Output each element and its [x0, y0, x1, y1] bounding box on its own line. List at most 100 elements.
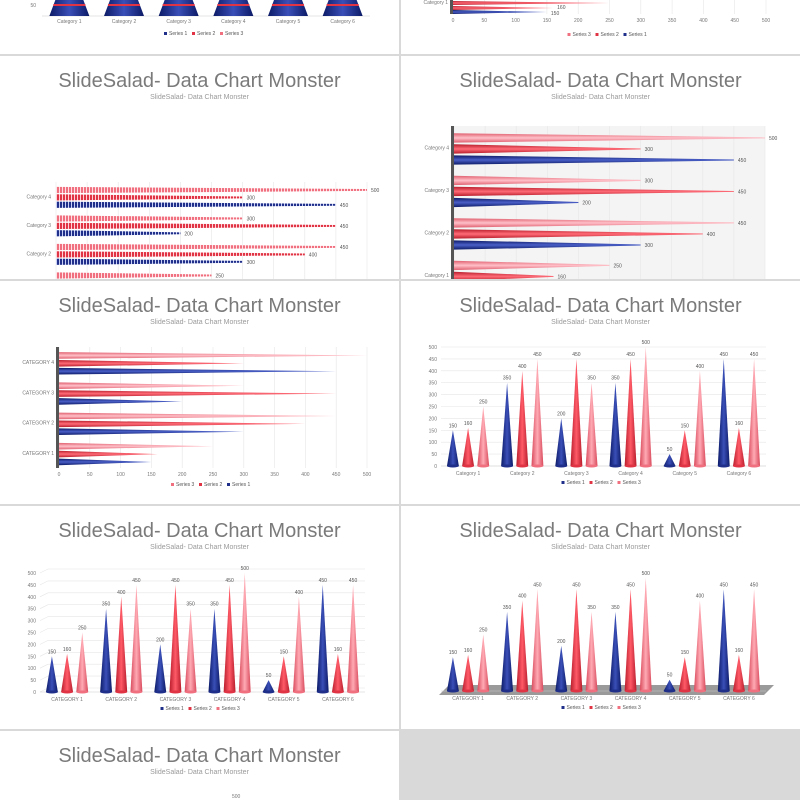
slide-subtitle: SlideSalad- Data Chart Monster: [150, 319, 249, 326]
tick-label: 450: [28, 583, 37, 589]
category-label: Category 4: [221, 19, 246, 25]
bar-base: [570, 464, 583, 468]
tick-label: 500: [232, 794, 241, 800]
data-label: 450: [171, 578, 180, 584]
bar: [56, 230, 181, 237]
gridline: [39, 652, 49, 657]
gridline: [39, 568, 49, 574]
category-label: Category 2: [112, 19, 137, 25]
data-label: 300: [645, 147, 654, 153]
bar-base: [531, 464, 544, 468]
data-label: 400: [117, 590, 126, 596]
data-label: 400: [518, 594, 527, 600]
legend-label: Series 3: [176, 482, 195, 488]
category-label: Category 2: [425, 230, 450, 236]
tick-label: 0: [452, 18, 455, 24]
data-label: 350: [102, 602, 111, 608]
bar-base: [609, 464, 622, 468]
bar-base: [748, 689, 761, 693]
bar-base: [663, 689, 676, 693]
bar: [59, 390, 337, 397]
category-label: CATEGORY 3: [160, 697, 192, 703]
bar: [217, 4, 250, 6]
data-label: 400: [696, 364, 705, 370]
bar: [585, 382, 598, 466]
category-label: CATEGORY 4: [214, 697, 246, 703]
chart-slide-7: 0 50 100 150 200 250 300 350 400 450 500 CATEGORY 1…: [28, 566, 365, 712]
tick-label: 300: [28, 619, 37, 625]
bar: [56, 251, 305, 258]
legend-swatch: [567, 33, 571, 36]
slide-5: SlideSalad- Data Chart Monster SlideSala…: [0, 281, 399, 504]
tick-label: 250: [28, 631, 37, 637]
legend-swatch: [227, 483, 230, 486]
data-label: 400: [295, 590, 304, 596]
bar-base: [693, 464, 706, 468]
bar-base: [331, 690, 344, 694]
legend-label: Series 1: [567, 705, 586, 711]
data-label: 500: [642, 571, 651, 577]
data-label: 450: [572, 582, 581, 588]
bar-base: [154, 690, 167, 694]
bar: [555, 418, 568, 466]
data-label: 150: [449, 423, 458, 429]
bar: [585, 611, 598, 691]
bar: [158, 0, 199, 16]
category-label: CATEGORY 1: [452, 696, 484, 702]
bar: [748, 589, 761, 691]
data-label: 450: [738, 189, 747, 195]
bar-base: [624, 689, 637, 693]
data-label: 450: [626, 352, 635, 358]
bar-base: [347, 690, 360, 694]
data-label: 450: [319, 578, 328, 584]
data-label: 350: [503, 605, 512, 611]
bar: [570, 358, 583, 466]
data-label: 500: [769, 136, 778, 142]
legend-swatch: [160, 707, 164, 710]
bar-base: [585, 464, 598, 468]
bar: [347, 584, 360, 692]
bar: [570, 589, 583, 691]
data-label: 150: [280, 649, 289, 655]
data-label: 450: [533, 352, 542, 358]
tick-label: 50: [30, 3, 36, 9]
bar: [516, 370, 529, 466]
bar: [56, 222, 336, 230]
bar: [56, 258, 243, 265]
slide-subtitle: SlideSalad- Data Chart Monster: [150, 94, 249, 101]
tick-label: 50: [482, 18, 488, 24]
bar-base: [748, 464, 761, 468]
data-label: 350: [210, 602, 219, 608]
bar-base: [100, 690, 113, 694]
tick-label: 500: [429, 345, 438, 351]
data-label: 150: [551, 11, 560, 17]
tick-label: 250: [209, 472, 218, 478]
bar: [59, 412, 337, 420]
tick-label: 150: [543, 18, 552, 24]
data-label: 160: [735, 421, 744, 427]
tick-label: 150: [28, 654, 37, 660]
gridline: [39, 675, 49, 681]
data-label: 160: [735, 648, 744, 654]
legend-label: Series 2: [194, 706, 213, 712]
bar: [292, 596, 305, 692]
legend-swatch: [164, 32, 167, 35]
category-label: Category 6: [727, 471, 752, 477]
data-label: 200: [582, 201, 591, 207]
legend-swatch: [220, 32, 223, 35]
bar: [56, 201, 336, 208]
data-label: 400: [518, 364, 527, 370]
category-label: Category 3: [564, 471, 589, 477]
bar: [56, 243, 336, 251]
bar: [693, 600, 706, 691]
legend-swatch: [199, 483, 202, 486]
bar: [454, 240, 641, 250]
data-label: 400: [707, 232, 716, 238]
slide-title: SlideSalad- Data Chart Monster: [58, 520, 341, 542]
tick-label: 100: [511, 18, 520, 24]
bar: [501, 382, 514, 466]
category-label: CATEGORY 4: [22, 360, 54, 366]
bar-base: [446, 689, 459, 693]
bar: [59, 442, 213, 450]
bar: [223, 584, 236, 692]
